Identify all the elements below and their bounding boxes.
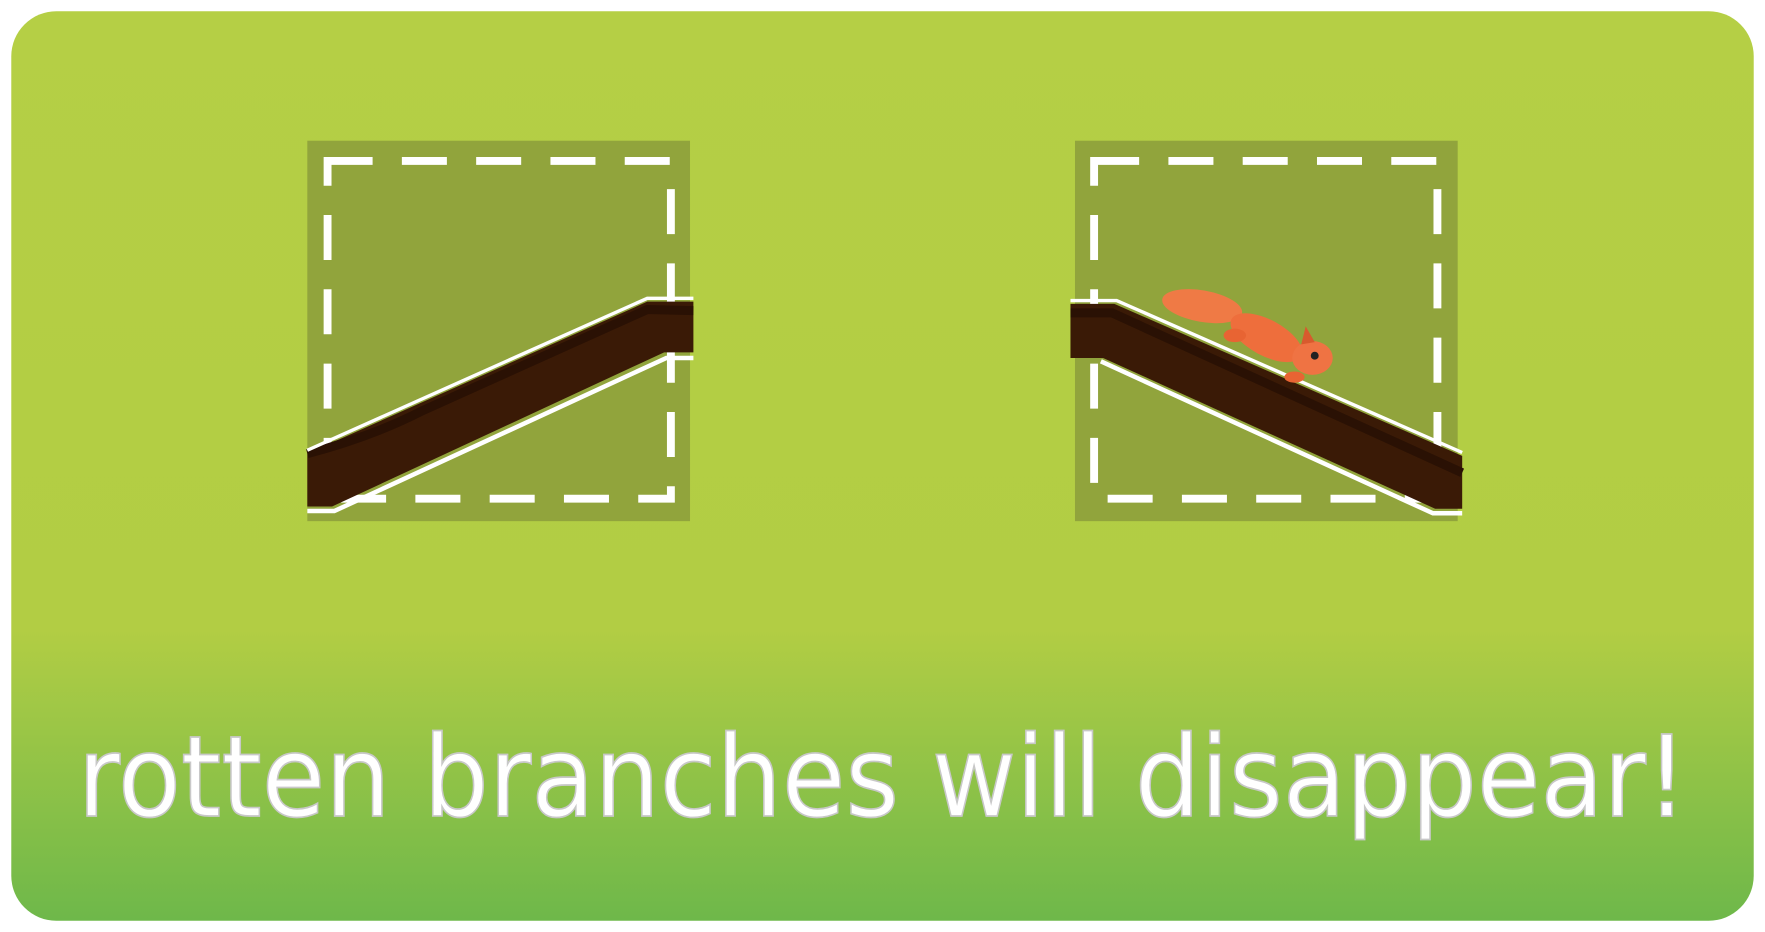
tile-left: [306, 140, 694, 522]
squirrel: [1162, 289, 1333, 383]
caption: rotten branches will disappear!: [78, 712, 1688, 843]
tile-right: [1070, 140, 1465, 522]
branch: [307, 301, 694, 507]
branch: [1070, 303, 1463, 509]
